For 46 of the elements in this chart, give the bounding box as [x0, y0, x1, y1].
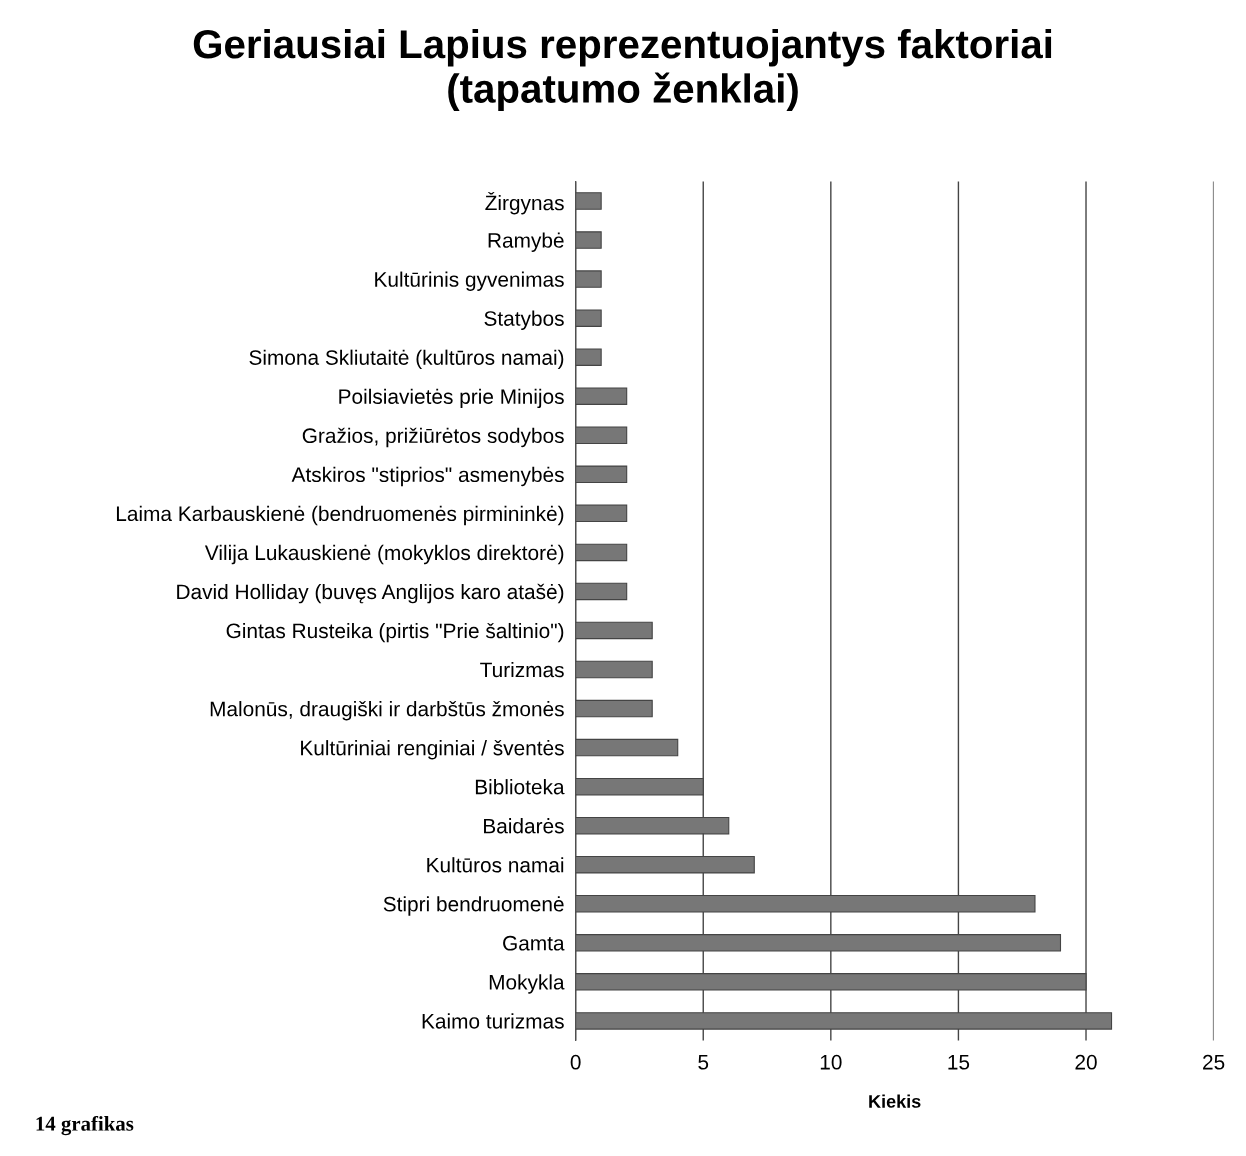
y-tick-label: Kultūros namai [427, 857, 564, 873]
bar [575, 231, 602, 249]
y-tick-label: Gražios, prižiūrėtos sodybos [302, 427, 564, 448]
y-tick-label: Kultūrinis gyvenimas [375, 271, 564, 291]
y-tick-label: Vilija Lukauskienė (mokyklos direktorė) [204, 544, 564, 565]
bar [575, 543, 628, 562]
y-tick-label: Biblioteka [475, 779, 565, 795]
text: 14 grafikas [36, 1115, 134, 1136]
x-tick-label: 5 [698, 1055, 709, 1070]
bar [575, 504, 628, 523]
bar [575, 660, 653, 679]
x-tick-label: 25 [1203, 1054, 1225, 1070]
bar [575, 348, 602, 366]
bar [575, 699, 653, 718]
x-axis-title: Kiekis [869, 1094, 921, 1108]
bar [575, 270, 602, 288]
bar [575, 621, 653, 640]
y-tick-label: Mokykla [489, 974, 565, 994]
y-tick-label: Žirgynas [485, 191, 564, 215]
x-tick-label: 10 [820, 1054, 842, 1070]
x-tick-label: 20 [1075, 1054, 1097, 1070]
y-tick-label: Malonūs, draugiški ir darbštūs žmonės [210, 700, 564, 721]
x-tick-label: 0 [570, 1054, 581, 1070]
x-tick-label: 15 [948, 1055, 970, 1070]
y-tick-label: Gamta [503, 935, 565, 951]
bar [575, 309, 602, 327]
y-tick-label: Laima Karbauskienė (bendruomenės pirmininkė) [116, 505, 564, 526]
bar [575, 582, 628, 601]
bar [575, 465, 628, 484]
y-tick-label: Statybos [484, 310, 564, 331]
y-tick-label: Poilsiavietės prie Minijos [339, 388, 564, 409]
y-tick-label: David Holliday (buvęs Anglijos karo atašė) [177, 583, 564, 604]
bar [575, 426, 628, 445]
bar [575, 738, 679, 757]
y-tick-label: Baidarės [484, 818, 564, 834]
y-tick-label: Simona Skliutaitė (kultūros namai) [249, 349, 564, 370]
y-tick-label: Kultūriniai renginiai / šventės [301, 740, 564, 760]
y-tick-label: Stipri bendruomenė [383, 896, 564, 916]
y-tick-label: Turizmas [480, 661, 564, 678]
y-tick-label: Ramybė [488, 232, 564, 252]
y-tick-label: Kaimo turizmas [422, 1013, 564, 1029]
y-tick-label: Gintas Rusteika (pirtis "Prie šaltinio") [226, 622, 564, 643]
bar [575, 192, 602, 210]
bar [575, 387, 628, 405]
chart-title: Geriausiai Lapius reprezentuojantys faktoriai (tapatumo ženklai) [193, 28, 1052, 111]
y-tick-label: Atskiros "stiprios" asmenybės [291, 466, 564, 487]
